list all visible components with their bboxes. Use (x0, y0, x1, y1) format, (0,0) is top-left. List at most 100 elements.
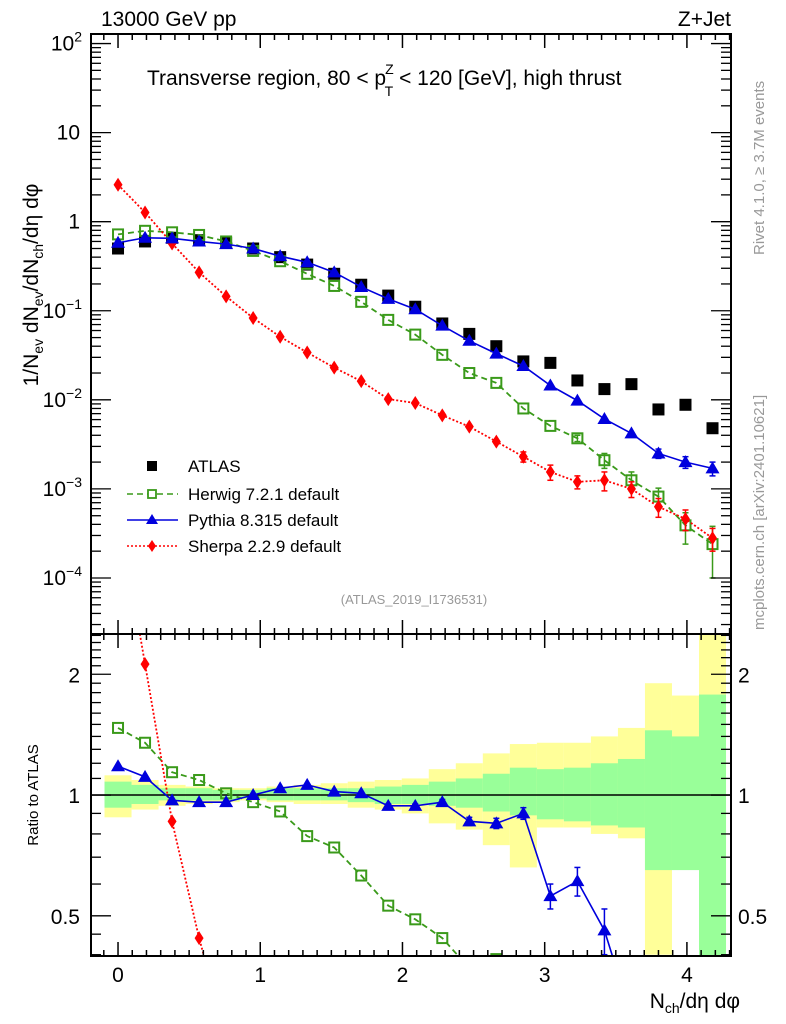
header-left: 13000 GeV pp (101, 8, 236, 31)
data-point-pythia (111, 759, 126, 772)
data-point-pythia (165, 793, 180, 806)
data-point-herwig (463, 367, 476, 380)
data-point-pythia (327, 784, 342, 797)
band-inner-bin (699, 694, 727, 956)
data-point-sherpa (167, 814, 177, 829)
main-series-layer (111, 177, 720, 579)
main-y-axis-label: 1/Nev dNev/dNch/dη dφ (20, 184, 46, 387)
band-inner-bin (482, 773, 510, 812)
legend-label: Herwig 7.2.1 default (188, 485, 339, 504)
ratio-y-tick-label-right: 0.5 (738, 906, 767, 929)
ratio-y-tick-label-left: 0.5 (51, 906, 80, 929)
data-point-sherpa (383, 392, 393, 407)
ratio-y-tick-label-right: 1 (738, 785, 750, 808)
data-point-atlas (679, 398, 692, 411)
data-point-pythia (138, 230, 153, 243)
band-inner-bin (266, 788, 294, 801)
legend: ATLAS Herwig 7.2.1 default Pythia 8.315 de… (127, 457, 341, 556)
data-point-herwig (355, 869, 368, 882)
data-point-pythia (570, 393, 585, 406)
data-point-pythia (219, 237, 234, 250)
ratio-y-tick-label-left: 2 (68, 664, 80, 687)
data-point-atlas (706, 422, 719, 435)
data-point-pythia (624, 426, 639, 439)
data-point-pythia (435, 795, 450, 808)
y-tick-label: 10−2 (43, 385, 83, 412)
data-point-sherpa (680, 511, 690, 526)
data-point-herwig (571, 432, 584, 445)
data-point-sherpa (653, 499, 663, 514)
data-point-sherpa (113, 177, 123, 192)
data-point-pythia (300, 255, 315, 268)
chart-title: Transverse region, 80 < pZ T < 120 [GeV],… (147, 61, 622, 99)
data-point-herwig (517, 402, 530, 415)
analysis-tag: (ATLAS_2019_I1736531) (341, 592, 487, 607)
band-inner-bin (671, 736, 699, 871)
data-point-atlas (598, 383, 611, 396)
ratio-axes: 2 2 1 1 0.5 0.5 0 1 2 3 4 (51, 633, 767, 987)
band-inner-bin (293, 788, 321, 801)
data-point-atlas (490, 340, 503, 353)
data-point-pythia (543, 889, 558, 902)
data-point-sherpa (356, 374, 366, 389)
band-inner-bin (536, 769, 564, 820)
data-point-sherpa (599, 473, 609, 488)
data-point-herwig (436, 932, 449, 945)
x-tick-label: 1 (254, 964, 266, 987)
data-point-sherpa (248, 310, 258, 325)
band-inner-bin (455, 778, 483, 808)
data-point-herwig (193, 774, 206, 787)
y-tick-label: 10−3 (43, 474, 83, 501)
x-tick-label: 0 (112, 964, 124, 987)
data-point-pythia (435, 318, 450, 331)
data-point-sherpa (221, 289, 231, 304)
data-point-pythia (597, 411, 612, 424)
data-point-herwig (464, 963, 474, 973)
legend-label: ATLAS (188, 457, 241, 476)
band-inner-bin (617, 758, 645, 828)
data-point-pythia (354, 786, 369, 799)
data-point-sherpa (329, 360, 339, 375)
data-point-pythia (543, 378, 558, 391)
band-inner-bin (644, 730, 672, 871)
data-point-herwig (166, 766, 179, 779)
data-point-herwig (301, 267, 314, 280)
ratio-y-axis-label: Ratio to ATLAS (25, 744, 42, 845)
series-line-pythia (117, 236, 713, 470)
data-point-sherpa (545, 464, 555, 479)
data-point-pythia (651, 446, 666, 459)
legend-label: Pythia 8.315 default (188, 511, 339, 530)
data-point-herwig (328, 279, 341, 292)
data-point-sherpa (708, 531, 718, 546)
data-point-herwig (409, 328, 422, 341)
legend-label: Sherpa 2.2.9 default (188, 537, 341, 556)
data-point-herwig (490, 376, 503, 389)
data-point-pythia (516, 358, 531, 371)
data-point-pythia (219, 795, 234, 808)
x-axis-label: Nch/dη dφ (650, 990, 740, 1016)
legend-marker (147, 489, 157, 499)
data-point-herwig (139, 736, 152, 749)
data-point-sherpa (518, 449, 528, 464)
data-point-pythia (354, 279, 369, 292)
data-point-pythia (489, 816, 504, 829)
data-point-herwig (382, 313, 395, 326)
series-line-sherpa (117, 184, 714, 539)
data-point-pythia (192, 234, 207, 247)
data-point-herwig (382, 899, 395, 912)
data-point-sherpa (626, 481, 636, 496)
main-axes: 102 10 1 10−1 10−2 10−3 10−4 (43, 29, 732, 635)
data-point-sherpa (114, 501, 123, 515)
data-point-pythia (165, 231, 180, 244)
data-point-pythia (597, 923, 612, 936)
header-right: Z+Jet (678, 8, 731, 31)
data-point-pythia (381, 798, 396, 811)
data-point-pythia (706, 971, 720, 983)
data-point-pythia (192, 795, 207, 808)
legend-marker (146, 514, 158, 524)
series-line-herwig (117, 229, 714, 545)
data-point-sherpa (140, 205, 150, 220)
data-point-herwig (598, 454, 611, 467)
data-point-herwig (409, 913, 422, 926)
